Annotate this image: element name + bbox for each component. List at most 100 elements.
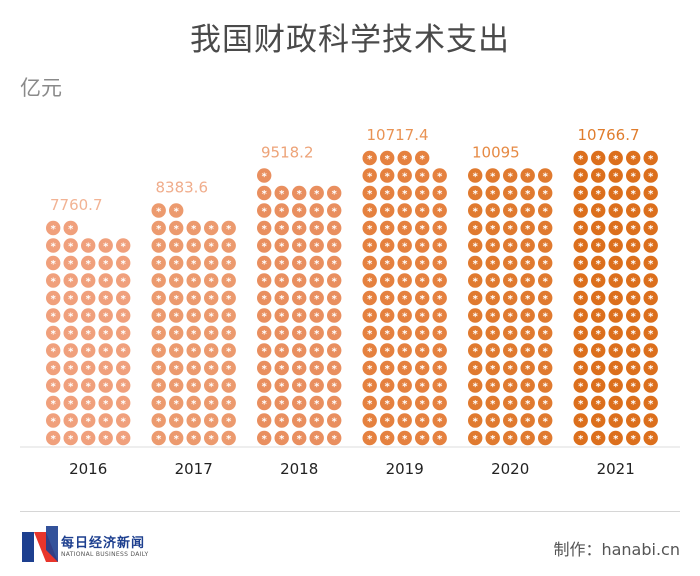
svg-text:*: * [631,224,637,235]
svg-text:*: * [51,364,57,375]
data-label-2017: 8383.6 [156,179,209,197]
svg-text:*: * [191,417,197,428]
svg-text:*: * [314,382,320,393]
bar-icon: * [538,185,553,201]
bar-icon: * [98,290,113,305]
bar-icon: * [503,413,518,428]
bar-icon: * [591,378,606,393]
bar-icon: * [257,238,272,253]
svg-text:*: * [51,242,57,253]
bar-icon: * [591,185,606,201]
bar-icon: * [274,220,289,236]
svg-text:*: * [596,434,602,445]
svg-text:*: * [543,189,549,200]
svg-text:*: * [420,154,426,165]
bar-icon: * [573,185,588,201]
bar-icon: * [257,308,272,323]
svg-text:*: * [226,224,232,235]
bar-icon: * [643,150,658,166]
bar-icon: * [538,168,553,183]
bar-icon: * [309,395,324,410]
bar-icon: * [503,430,518,445]
bar-icon: * [485,203,500,218]
bar-icon: * [520,290,535,305]
x-tick-label-2016: 2016 [69,460,107,478]
bar-icon: * [151,395,166,410]
svg-text:*: * [508,329,514,340]
svg-text:*: * [279,312,285,323]
bar-icon: * [46,378,61,393]
svg-text:*: * [525,347,531,358]
svg-text:*: * [420,242,426,253]
bar-icon: * [538,290,553,305]
svg-text:*: * [174,347,180,358]
bar-icon: * [274,185,289,201]
svg-text:*: * [631,329,637,340]
bar-icon: * [643,360,658,375]
svg-text:*: * [86,347,92,358]
svg-text:*: * [174,329,180,340]
svg-text:*: * [103,329,109,340]
bar-icon: * [626,168,641,183]
bar-icon: * [63,378,78,393]
bar-icon: * [274,238,289,253]
svg-text:*: * [648,399,654,410]
svg-text:*: * [191,347,197,358]
svg-text:*: * [103,382,109,393]
svg-text:*: * [367,382,373,393]
bar-icon: * [485,413,500,428]
bar-icon: * [292,378,307,393]
svg-text:*: * [297,312,303,323]
bar-icon: * [116,273,131,288]
svg-text:*: * [473,189,479,200]
svg-text:*: * [508,172,514,183]
svg-text:*: * [525,189,531,200]
svg-text:*: * [525,364,531,375]
bar-icon: * [151,255,166,271]
svg-text:*: * [297,277,303,288]
svg-text:*: * [191,277,197,288]
svg-text:*: * [314,294,320,305]
svg-text:*: * [420,329,426,340]
svg-text:*: * [103,277,109,288]
svg-text:*: * [103,294,109,305]
svg-text:*: * [385,347,391,358]
bar-icon: * [186,413,201,428]
svg-text:*: * [473,294,479,305]
svg-text:*: * [578,312,584,323]
bar-icon: * [520,273,535,288]
bar-icon: * [186,378,201,393]
bar-icon: * [573,203,588,218]
svg-text:*: * [525,382,531,393]
svg-text:*: * [490,329,496,340]
bar-icon: * [309,360,324,375]
svg-text:*: * [543,312,549,323]
svg-text:*: * [385,312,391,323]
bar-icon: * [503,185,518,201]
data-label-2018: 9518.2 [261,144,314,162]
bar-icon: * [397,343,412,358]
bar-icon: * [221,360,236,375]
svg-text:*: * [332,294,338,305]
svg-text:*: * [596,224,602,235]
svg-text:*: * [367,329,373,340]
x-tick-label-2018: 2018 [280,460,318,478]
svg-text:*: * [367,417,373,428]
bar-icon: * [98,273,113,288]
svg-text:*: * [508,207,514,218]
svg-text:*: * [578,224,584,235]
bar-icon: * [116,395,131,410]
bar-icon: * [362,308,377,323]
svg-text:*: * [613,294,619,305]
bar-2016: * * * * * * * * * * * * * * * * * * * * * * * * * * * * * * * * * * * * * * * *… [46,220,131,445]
bar-icon: * [81,360,96,375]
svg-text:*: * [103,312,109,323]
bar-icon: * [626,343,641,358]
x-tick-label-2019: 2019 [386,460,424,478]
svg-text:*: * [191,294,197,305]
bar-icon: * [485,343,500,358]
bar-icon: * [327,185,342,201]
svg-text:*: * [631,259,637,270]
bar-icon: * [327,238,342,253]
svg-text:*: * [209,347,215,358]
